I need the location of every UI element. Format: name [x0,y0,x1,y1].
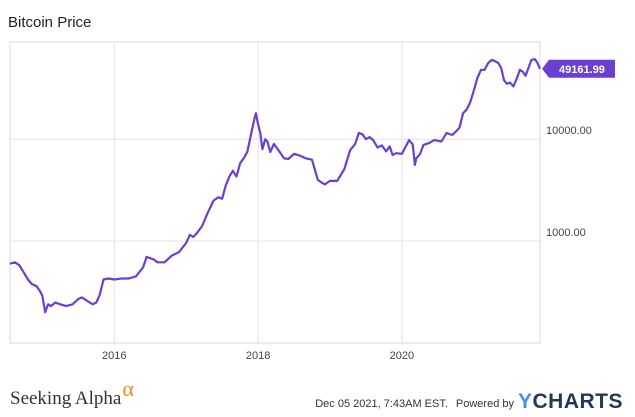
ycharts-logo[interactable]: YCHARTS [518,390,623,414]
y-tick-label: 1000.00 [546,227,586,239]
chart-title: Bitcoin Price [8,14,92,31]
x-tick-label: 2018 [246,350,270,362]
y-tick-label: 10000.00 [546,125,592,137]
seeking-alpha-logo: Seeking Alphaα [10,376,134,410]
plot-frame [9,41,541,344]
last-value-tag [542,59,615,78]
x-tick-label: 2016 [102,350,126,362]
powered-by-label: Powered by [455,398,514,410]
ycharts-wordmark: CHARTS [532,390,623,413]
alpha-symbol-icon: α [122,376,134,401]
timestamp: Dec 05 2021, 7:43AM EST. [315,398,448,410]
last-value-label: 49161.99 [559,64,605,76]
chart-footer: Dec 05 2021, 7:43AM EST. Powered by YCHA… [315,390,623,416]
seeking-alpha-wordmark: Seeking Alpha [10,388,122,409]
price-line [9,58,542,314]
ycharts-y-icon: Y [517,390,533,413]
x-tick-label: 2020 [390,350,414,362]
